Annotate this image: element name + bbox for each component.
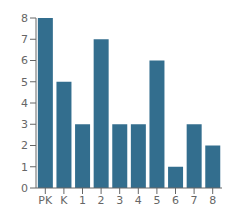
svg-text:0: 0 <box>21 182 28 195</box>
svg-text:7: 7 <box>191 194 198 207</box>
svg-text:5: 5 <box>153 194 160 207</box>
svg-text:3: 3 <box>21 118 28 131</box>
svg-text:2: 2 <box>21 139 28 152</box>
svg-text:2: 2 <box>98 194 105 207</box>
svg-text:3: 3 <box>116 194 123 207</box>
svg-text:4: 4 <box>135 194 142 207</box>
svg-text:1: 1 <box>79 194 86 207</box>
svg-text:5: 5 <box>21 76 28 89</box>
svg-text:K: K <box>60 194 68 207</box>
svg-text:6: 6 <box>172 194 179 207</box>
svg-text:8: 8 <box>209 194 216 207</box>
svg-text:6: 6 <box>21 54 28 67</box>
svg-text:PK: PK <box>38 194 53 207</box>
svg-text:7: 7 <box>21 33 28 46</box>
svg-text:8: 8 <box>21 12 28 25</box>
svg-text:1: 1 <box>21 161 28 174</box>
svg-text:4: 4 <box>21 97 28 110</box>
